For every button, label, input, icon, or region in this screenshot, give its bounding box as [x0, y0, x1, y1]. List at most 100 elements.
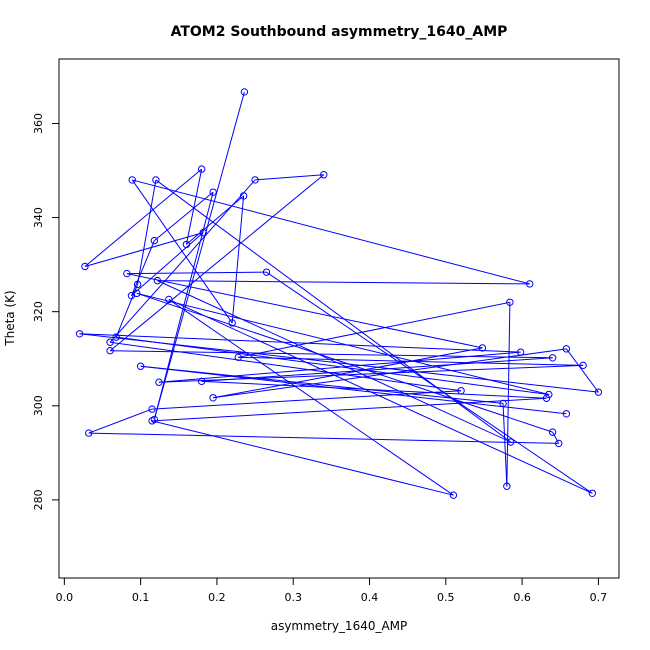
- data-point: [499, 399, 507, 408]
- series-segment: [109, 179, 256, 343]
- y-tick-label: 280: [32, 489, 45, 510]
- data-point: [75, 330, 84, 338]
- data-point: [562, 345, 571, 353]
- data-point: [228, 319, 236, 327]
- data-point: [562, 410, 571, 418]
- data-point: [506, 298, 514, 306]
- series-segment: [136, 292, 549, 395]
- data-point: [106, 347, 114, 355]
- series-segment: [88, 408, 153, 434]
- series-segment: [552, 431, 560, 444]
- x-tick-label: 0.6: [513, 591, 531, 604]
- data-point: [579, 361, 587, 370]
- data-point: [545, 390, 553, 399]
- series-segment: [84, 168, 202, 267]
- data-point: [136, 362, 145, 370]
- y-axis-label: Theta (K): [3, 290, 17, 346]
- x-tick-label: 0.2: [208, 591, 226, 604]
- series-segment: [255, 174, 324, 181]
- series-segment: [158, 351, 521, 383]
- series-segment: [231, 195, 245, 324]
- data-point: [133, 280, 142, 289]
- series-segment: [79, 333, 599, 393]
- data-series-points: [75, 88, 603, 499]
- series-segment: [158, 364, 584, 383]
- x-axis-label: asymmetry_1640_AMP: [271, 619, 408, 633]
- series-segment: [132, 179, 530, 285]
- data-point: [516, 348, 525, 356]
- x-tick-label: 0.5: [437, 591, 455, 604]
- data-point: [133, 289, 141, 298]
- data-point: [128, 176, 136, 184]
- series-segment: [79, 333, 521, 353]
- series-segment: [185, 169, 203, 245]
- series-segment: [565, 348, 599, 393]
- data-point: [199, 228, 207, 237]
- data-point: [240, 88, 249, 96]
- data-point: [457, 387, 465, 395]
- data-point: [148, 405, 156, 413]
- data-point: [478, 344, 487, 352]
- data-point: [548, 354, 557, 362]
- series-segment: [157, 280, 530, 285]
- data-point: [262, 268, 271, 276]
- series-segment: [110, 341, 462, 392]
- data-point: [594, 388, 603, 396]
- series-segment: [131, 232, 204, 297]
- series-segment: [152, 397, 547, 422]
- y-axis: 280 300 320 340 360: [32, 113, 60, 510]
- series-segment: [238, 301, 510, 358]
- data-point: [148, 417, 156, 425]
- data-series-lines: [79, 91, 599, 496]
- series-segment: [168, 298, 593, 494]
- data-point: [153, 276, 162, 285]
- series-segment: [238, 356, 584, 366]
- series-segment: [502, 403, 508, 487]
- data-point: [555, 439, 563, 448]
- data-point: [150, 236, 159, 245]
- data-point: [123, 269, 131, 278]
- series-segment: [137, 179, 157, 285]
- series-segment: [151, 420, 454, 496]
- x-tick-label: 0.1: [132, 591, 150, 604]
- series-segment: [110, 350, 553, 359]
- data-point: [239, 192, 248, 200]
- data-point: [506, 438, 515, 446]
- x-axis: 0.0 0.1 0.2 0.3 0.4 0.5 0.6 0.7: [56, 577, 608, 604]
- data-point: [588, 489, 596, 498]
- series-segment: [116, 336, 549, 395]
- data-point: [197, 165, 206, 173]
- series-segment: [126, 271, 267, 275]
- data-point: [234, 353, 242, 362]
- chart-title: ATOM2 Southbound asymmetry_1640_AMP: [171, 24, 508, 40]
- data-point: [503, 482, 511, 490]
- data-point: [526, 280, 534, 288]
- x-tick-label: 0.0: [56, 591, 74, 604]
- data-point: [155, 378, 163, 386]
- data-point: [165, 295, 173, 304]
- data-point: [548, 428, 557, 436]
- series-segment: [266, 271, 593, 494]
- series-segment: [154, 191, 214, 242]
- data-point: [320, 171, 328, 179]
- y-tick-label: 340: [32, 207, 45, 228]
- series-segment: [140, 365, 504, 404]
- series-segment: [153, 91, 245, 420]
- series-segment: [201, 357, 553, 382]
- data-point: [197, 377, 206, 386]
- data-point: [182, 240, 191, 249]
- series-segment: [140, 365, 567, 415]
- series-segment: [126, 273, 483, 349]
- series-segment: [157, 280, 511, 443]
- data-point: [542, 394, 551, 402]
- data-point: [449, 491, 458, 499]
- x-tick-label: 0.7: [590, 591, 608, 604]
- y-tick-label: 360: [32, 113, 45, 134]
- x-tick-label: 0.3: [284, 591, 302, 604]
- series-segment: [168, 299, 454, 496]
- series-segment: [131, 179, 233, 324]
- data-point: [81, 262, 89, 271]
- series-segment: [213, 347, 483, 399]
- x-tick-label: 0.4: [361, 591, 379, 604]
